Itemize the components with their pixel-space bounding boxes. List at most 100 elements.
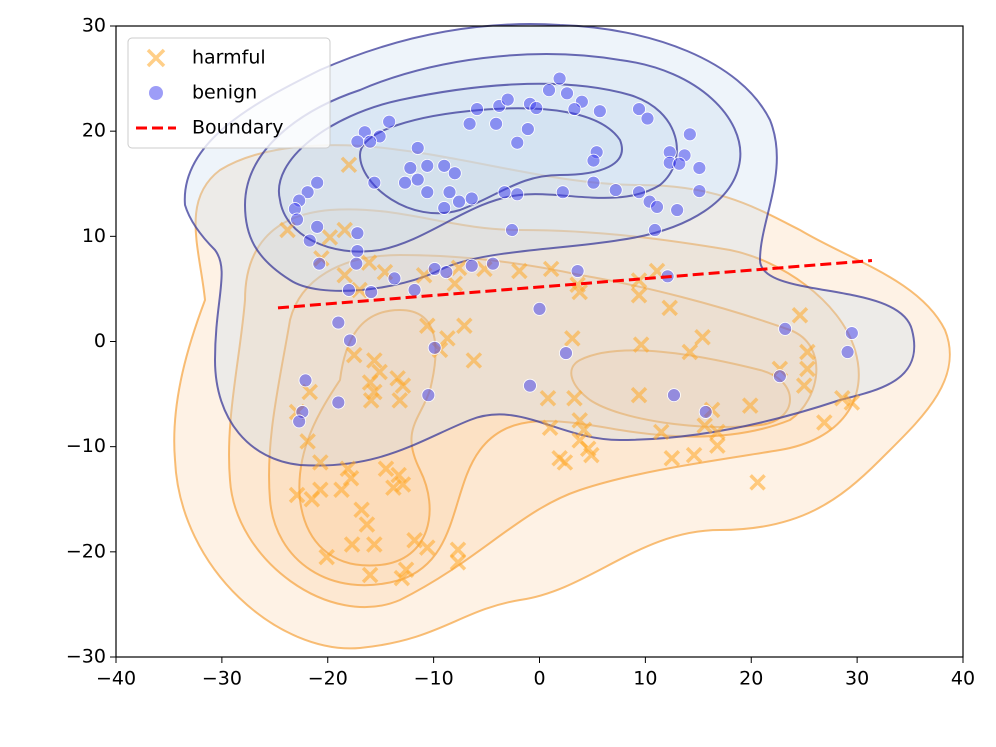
benign-point — [559, 346, 573, 360]
benign-point — [532, 301, 547, 316]
benign-point — [298, 373, 313, 388]
harmful-point — [709, 423, 726, 441]
benign-point — [520, 122, 535, 136]
x-tick-label: −20 — [308, 668, 348, 690]
benign-point — [464, 258, 479, 273]
benign-point — [420, 185, 435, 200]
harmful-point — [394, 377, 412, 394]
harmful-point — [541, 419, 559, 436]
harmful-point — [709, 437, 726, 454]
benign-point — [632, 185, 646, 200]
benign-contour — [277, 82, 678, 253]
y-tick-label: 10 — [82, 225, 106, 247]
harmful-point — [390, 466, 407, 484]
harmful-point — [696, 417, 713, 434]
benign-point — [420, 158, 435, 173]
harmful-point — [361, 566, 379, 584]
harmful-point — [288, 486, 306, 504]
boundary-line — [277, 259, 873, 310]
benign-point — [640, 111, 655, 126]
benign-point — [410, 141, 425, 155]
benign-point — [648, 223, 662, 237]
harmful-point — [358, 516, 376, 533]
harmful-point — [663, 449, 681, 467]
y-tick-label: −10 — [66, 435, 106, 457]
benign-point — [570, 264, 585, 278]
x-tick-label: −30 — [202, 668, 242, 690]
benign-point — [403, 161, 418, 175]
benign-point — [529, 101, 544, 115]
benign-point — [555, 185, 570, 200]
harmful-point — [511, 262, 528, 280]
benign-point — [350, 134, 365, 149]
x-tick-label: −10 — [414, 668, 454, 690]
benign-point — [489, 116, 503, 131]
harmful-point — [419, 317, 436, 334]
harmful-point — [299, 433, 316, 450]
benign-point — [542, 83, 556, 98]
benign-point — [342, 283, 356, 297]
legend-marker — [149, 86, 163, 100]
benign-point — [421, 388, 436, 403]
harmful-point — [450, 259, 468, 277]
harmful-point — [301, 383, 318, 401]
benign-point — [382, 114, 397, 129]
legend-box — [127, 37, 331, 149]
harmful-point — [791, 306, 809, 324]
benign-point — [367, 175, 382, 190]
benign-point — [363, 134, 378, 149]
harmful-point — [340, 156, 358, 174]
benign-point — [500, 92, 515, 107]
harmful-point — [406, 532, 423, 549]
benign-point — [497, 185, 512, 200]
harmful-contour — [570, 349, 791, 428]
benign-point — [331, 395, 346, 410]
benign-point — [567, 102, 582, 116]
y-tick-label: 30 — [82, 15, 106, 37]
benign-point — [632, 102, 646, 116]
x-tick-label: 40 — [951, 668, 975, 690]
benign-point — [592, 104, 607, 119]
harmful-point — [303, 491, 321, 508]
harmful-point — [571, 283, 588, 301]
y-tick-label: −30 — [66, 646, 106, 668]
benign-point — [310, 219, 325, 234]
benign-point — [470, 102, 484, 116]
harmful-point — [353, 501, 370, 519]
harmful-point — [694, 329, 711, 346]
harmful-point — [799, 360, 816, 378]
harmful-point — [339, 460, 357, 477]
benign-point — [552, 71, 567, 86]
harmful-point — [385, 479, 402, 496]
benign-point — [407, 283, 422, 297]
benign-point — [442, 185, 457, 200]
harmful-point — [446, 275, 464, 292]
harmful-point — [336, 267, 353, 284]
benign-point — [350, 226, 365, 241]
harmful-point — [661, 299, 678, 317]
harmful-point — [843, 394, 861, 411]
harmful-point — [366, 352, 383, 369]
benign-point — [349, 256, 364, 271]
benign-point — [350, 244, 365, 258]
benign-point — [290, 212, 304, 227]
y-tick-label: −20 — [66, 540, 106, 562]
harmful-point — [816, 414, 833, 431]
benign-point — [300, 185, 315, 200]
x-tick-label: −40 — [96, 668, 136, 690]
harmful-point — [632, 336, 650, 353]
harmful-point — [345, 346, 363, 364]
benign-point — [387, 271, 402, 286]
harmful-point — [377, 460, 395, 477]
benign-point — [672, 156, 687, 171]
harmful-point — [551, 449, 568, 467]
x-tick-label: 10 — [633, 668, 657, 690]
harmful-point — [394, 476, 412, 493]
x-tick-label: 0 — [533, 668, 545, 690]
harmful-point — [439, 330, 456, 347]
x-tick-label: 30 — [845, 668, 869, 690]
benign-point — [667, 388, 681, 403]
harmful-point — [539, 390, 557, 407]
harmful-point — [360, 254, 378, 271]
benign-point — [427, 262, 442, 276]
